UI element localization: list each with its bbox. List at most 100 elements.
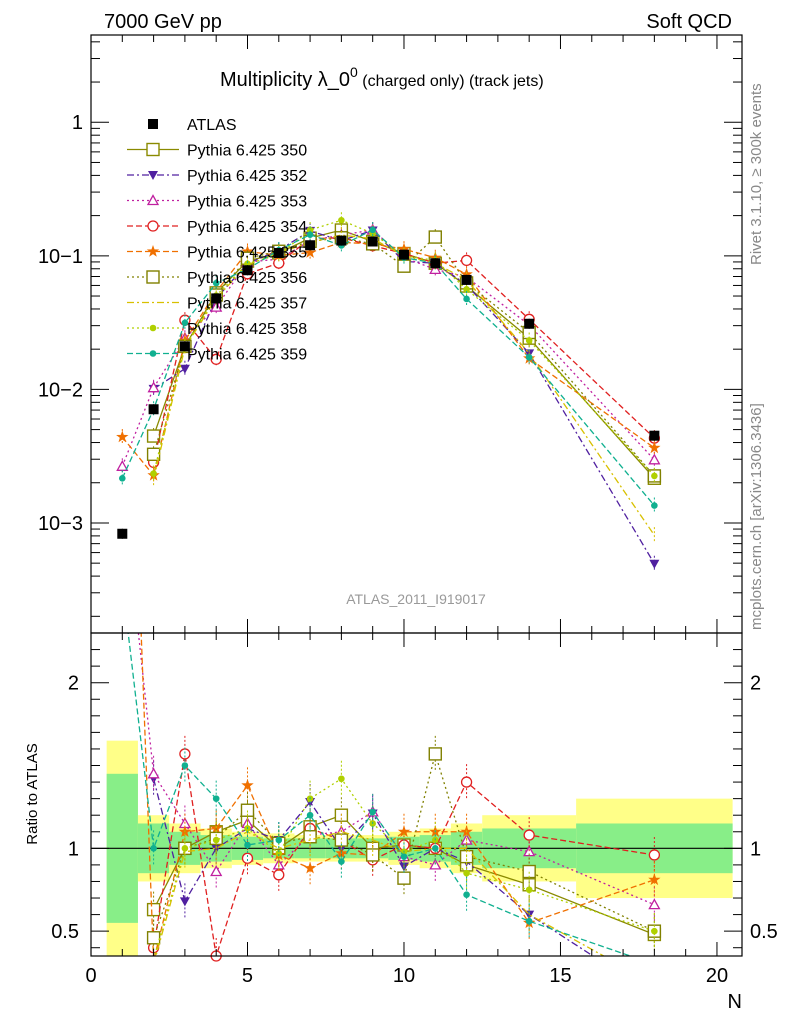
legend-item: Pythia 6.425 359	[127, 347, 307, 364]
ratio-point	[369, 808, 376, 816]
legend-item: Pythia 6.425 353	[127, 194, 307, 211]
legend-item: ATLAS	[148, 117, 237, 134]
ratio-point	[648, 849, 661, 861]
ratio-point	[179, 897, 190, 907]
x-tick-label: 15	[549, 965, 571, 987]
ratio-point	[338, 858, 345, 865]
series-point	[306, 226, 314, 234]
atlas-point	[524, 318, 535, 329]
series-point	[649, 559, 660, 569]
legend: ATLAS Pythia 6.425 350 Pythia 6.425 352 Pyt…	[127, 117, 307, 364]
series-point	[116, 430, 129, 443]
legend-marker	[146, 270, 160, 284]
ratio-point	[397, 825, 411, 837]
mcplots-label: mcplots.cern.ch [arXiv:1306.3436]	[748, 403, 765, 630]
legend-label: Pythia 6.425 353	[187, 194, 307, 211]
chart-title: Multiplicity λ_00 (charged only) (track …	[220, 64, 544, 91]
x-tick-label: 5	[242, 965, 253, 987]
atlas-point	[117, 528, 128, 539]
rivet-label: Rivet 3.1.10, ≥ 300k events	[748, 83, 765, 265]
ratio-point	[525, 886, 533, 894]
series-line-ratio	[127, 633, 633, 956]
legend-item: Pythia 6.425 354	[127, 219, 307, 236]
series-line-main	[121, 229, 655, 506]
ratio-point	[460, 776, 473, 788]
series-point	[210, 353, 222, 365]
legend-label: Pythia 6.425 355	[187, 245, 307, 262]
series-point	[212, 279, 220, 287]
series-point	[463, 295, 470, 303]
ratio-point	[244, 841, 251, 849]
ratio-point	[338, 775, 345, 783]
y-tick-label: 10−1	[38, 246, 83, 268]
ratio-point	[648, 898, 661, 910]
ratio-panel-frame	[90, 632, 743, 957]
series-point	[428, 230, 442, 244]
series-point	[525, 337, 533, 344]
atlas-point	[305, 240, 316, 251]
legend-label: Pythia 6.425 354	[187, 219, 307, 236]
ratio-point	[212, 836, 220, 844]
x-tick-label: 0	[85, 965, 96, 987]
series-point	[648, 441, 661, 454]
legend-marker	[149, 350, 157, 357]
series-point	[147, 381, 160, 393]
ratio-y-tick-label-right: 0.5	[750, 921, 778, 943]
ratio-y-tick-label: 0.5	[51, 921, 79, 943]
ratio-point	[181, 845, 189, 852]
legend-marker	[148, 171, 158, 180]
ratio-point	[275, 850, 283, 857]
ratio-y-tick-label: 1	[68, 838, 79, 860]
legend-marker	[146, 194, 160, 206]
series-point	[118, 475, 126, 482]
ratio-point	[210, 865, 223, 877]
atlas-point	[367, 236, 378, 247]
ratio-point	[146, 931, 161, 945]
legend-item: Pythia 6.425 356	[127, 270, 307, 287]
series-9	[118, 221, 658, 956]
atlas-point	[649, 430, 660, 441]
y-tick-label: 1	[72, 112, 83, 134]
ratio-y-tick-label-right: 2	[750, 673, 761, 695]
series-point	[210, 300, 223, 312]
series-point	[460, 254, 473, 267]
atlas-point	[461, 274, 472, 285]
ratio-point	[648, 873, 661, 886]
ratio-point	[523, 829, 535, 841]
series-line-ratio	[140, 633, 655, 956]
legend-marker	[146, 142, 160, 157]
ratio-point	[431, 845, 439, 852]
legend-label: Pythia 6.425 358	[187, 321, 307, 338]
atlas-point	[273, 247, 284, 258]
ratio-y-tick-label-right: 1	[750, 838, 761, 860]
series-point	[525, 354, 533, 361]
legend-item: Pythia 6.425 357	[127, 296, 307, 313]
series-point	[146, 429, 161, 443]
x-tick-label: 20	[706, 965, 728, 987]
ratio-point	[429, 858, 442, 870]
ratio-point	[146, 902, 161, 917]
series-point	[648, 453, 661, 465]
y-tick-label: 10−3	[38, 513, 83, 535]
legend-label: ATLAS	[187, 117, 237, 134]
series-point	[338, 216, 345, 224]
legend-label: Pythia 6.425 356	[187, 270, 307, 287]
ratio-y-axis-label: Ratio to ATLAS	[24, 743, 41, 844]
atlas-point	[398, 249, 409, 260]
series-line-main	[121, 241, 655, 477]
ratio-point	[303, 861, 317, 874]
legend-item: Pythia 6.425 358	[127, 321, 307, 338]
legend-marker	[147, 220, 159, 232]
ratio-point	[463, 869, 470, 877]
legend-label: Pythia 6.425 359	[187, 347, 307, 364]
series-point	[463, 286, 470, 293]
atlas-point	[148, 404, 159, 415]
ratio-point	[303, 830, 317, 844]
ratio-point	[651, 927, 658, 935]
header-right: Soft QCD	[646, 11, 732, 33]
ratio-point	[306, 811, 314, 819]
legend-marker	[148, 119, 158, 129]
ratio-point	[212, 795, 220, 802]
axes: 0 5 10 15 20 1 10−1 10−2 10−3 2 2 1 1 0.5 0.5	[38, 35, 778, 987]
